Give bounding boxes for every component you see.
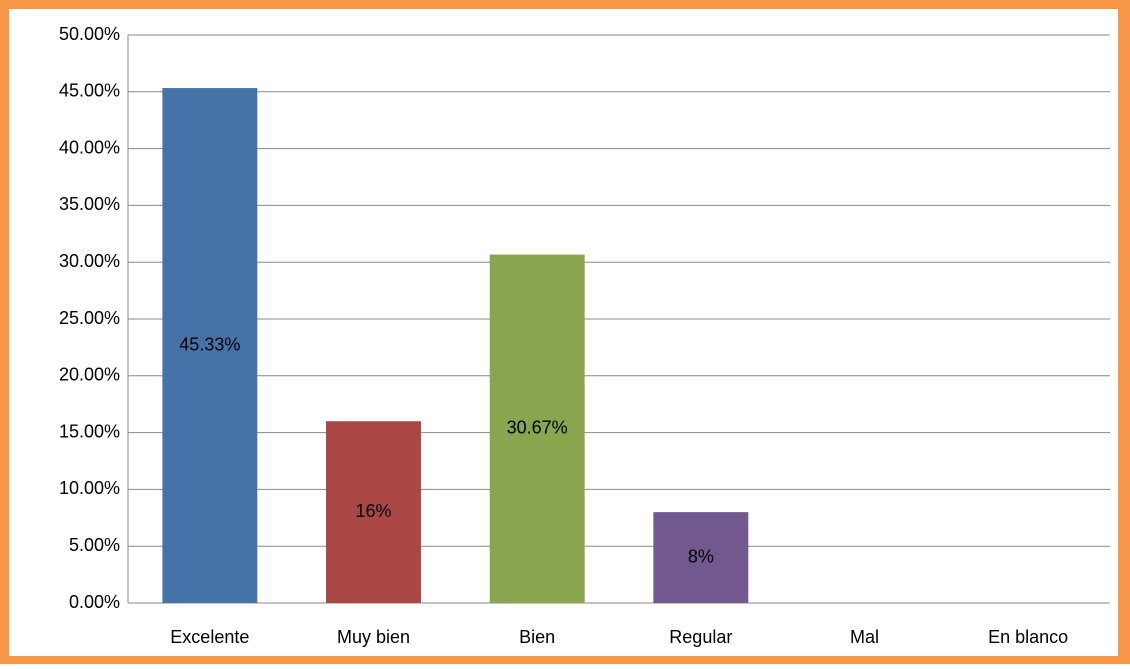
y-tick-label: 45.00% bbox=[59, 81, 120, 101]
y-tick-label: 30.00% bbox=[59, 251, 120, 271]
y-tick-label: 20.00% bbox=[59, 365, 120, 385]
x-tick-label: Mal bbox=[850, 627, 879, 647]
bar bbox=[653, 512, 749, 603]
bar bbox=[326, 421, 421, 603]
y-tick-label: 0.00% bbox=[69, 592, 120, 612]
y-tick-label: 50.00% bbox=[59, 24, 120, 44]
x-tick-label: Muy bien bbox=[337, 627, 410, 647]
y-tick-label: 5.00% bbox=[69, 535, 120, 555]
x-tick-label: Regular bbox=[669, 627, 732, 647]
value-label: 45.33% bbox=[179, 334, 240, 354]
y-tick-label: 25.00% bbox=[59, 308, 120, 328]
value-label: 8% bbox=[688, 546, 714, 566]
x-tick-label: En blanco bbox=[988, 627, 1068, 647]
value-label: 16% bbox=[355, 501, 391, 521]
x-tick-label: Bien bbox=[519, 627, 555, 647]
y-tick-label: 10.00% bbox=[59, 478, 120, 498]
bar bbox=[162, 88, 258, 603]
y-tick-label: 35.00% bbox=[59, 194, 120, 214]
value-label: 30.67% bbox=[507, 418, 568, 438]
y-tick-label: 40.00% bbox=[59, 137, 120, 157]
y-tick-label: 15.00% bbox=[59, 421, 120, 441]
x-tick-label: Excelente bbox=[170, 627, 249, 647]
bar bbox=[489, 254, 585, 603]
